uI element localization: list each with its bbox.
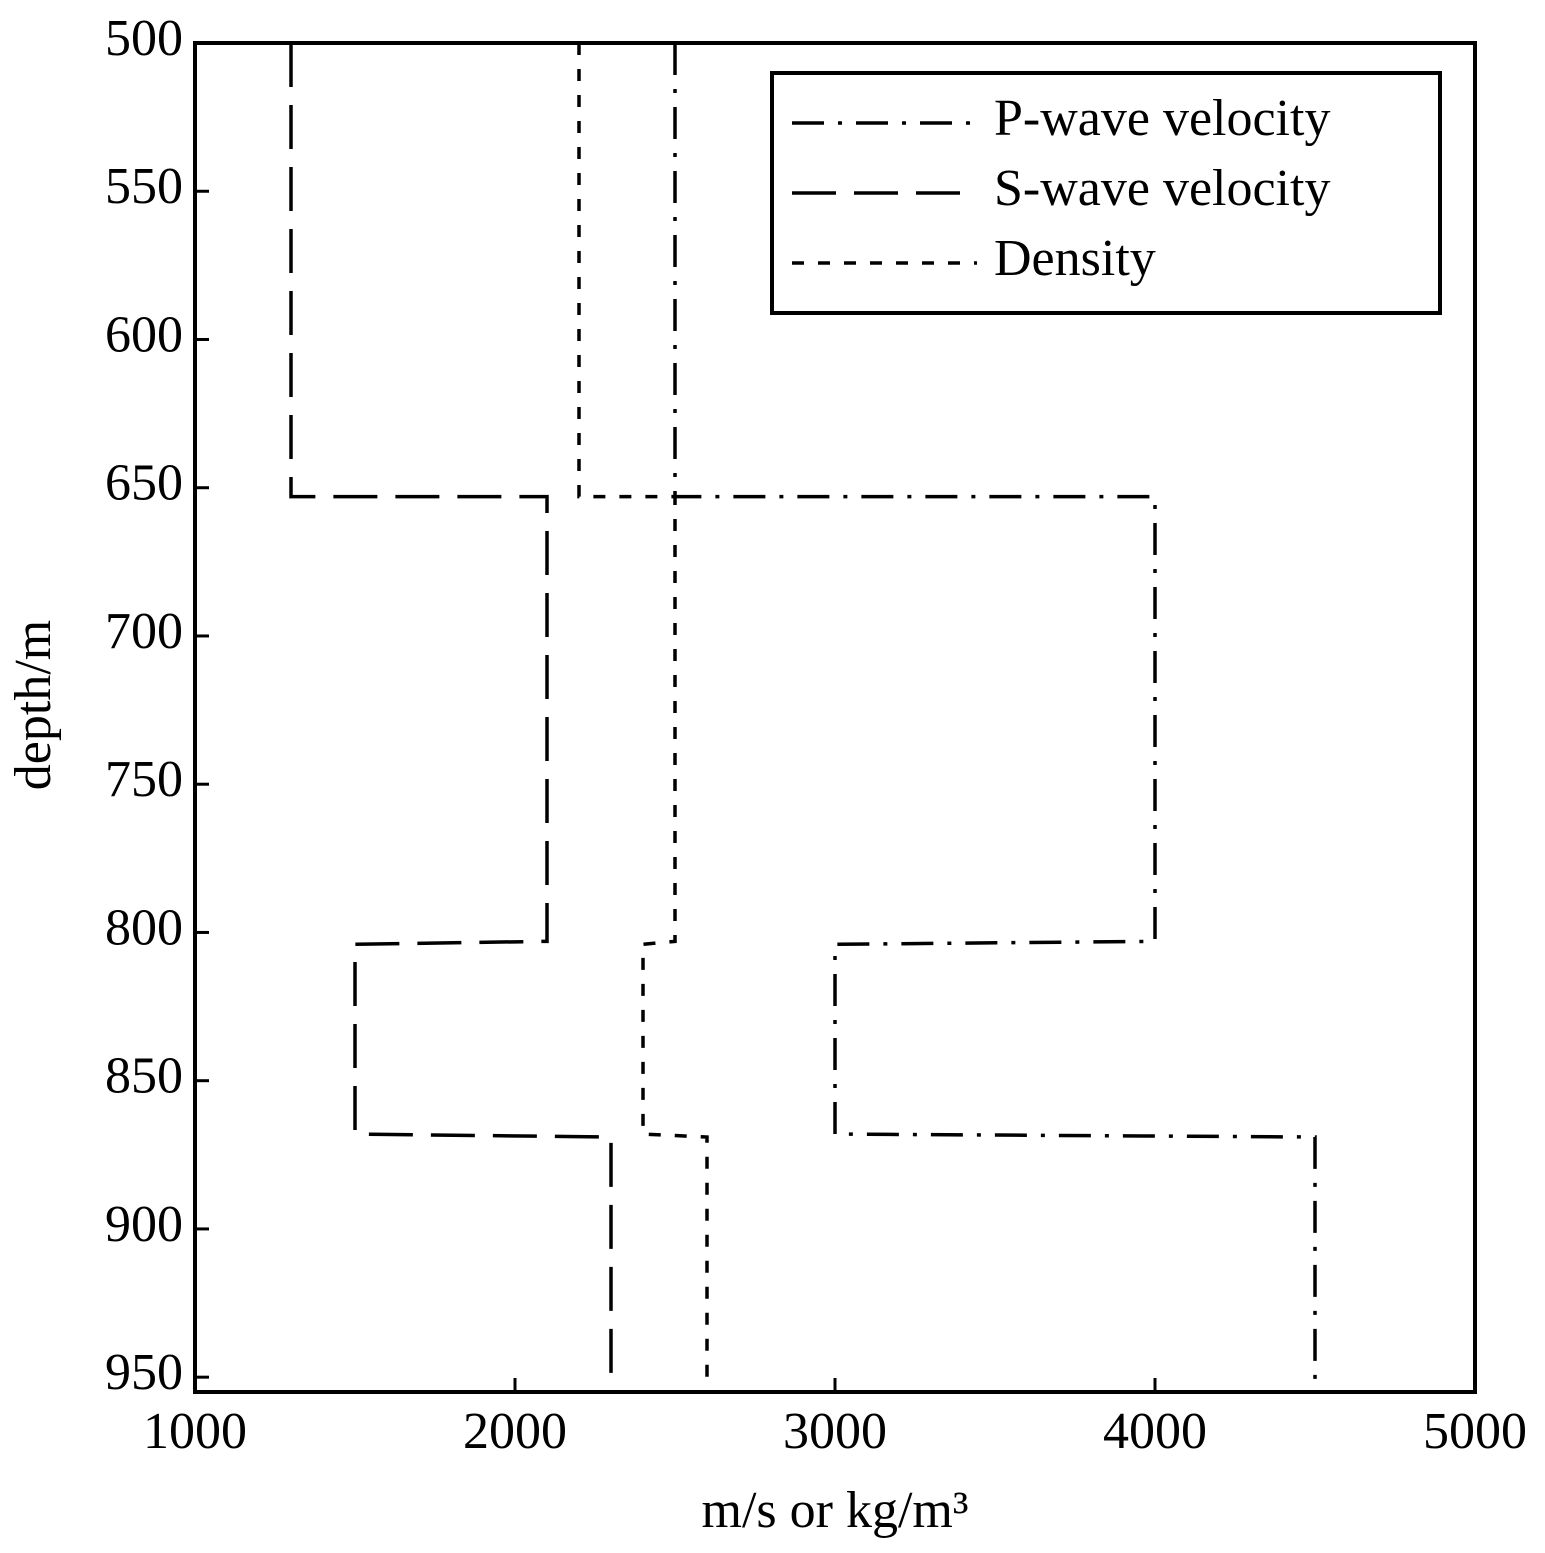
series-line <box>289 43 613 1392</box>
y-tick-label: 500 <box>105 10 183 67</box>
x-tick-label: 5000 <box>1423 1403 1527 1460</box>
y-tick-label: 700 <box>105 603 183 660</box>
y-tick-label: 850 <box>105 1048 183 1105</box>
y-axis-label: depth/m <box>5 620 62 790</box>
x-axis-label: m/s or kg/m³ <box>702 1482 969 1539</box>
x-tick-label: 4000 <box>1103 1403 1207 1460</box>
legend-label: P-wave velocity <box>994 90 1330 147</box>
plot-frame <box>193 41 1477 1394</box>
x-tick-label: 3000 <box>783 1403 887 1460</box>
legend-label: S-wave velocity <box>994 160 1330 217</box>
y-tick-label: 900 <box>105 1196 183 1253</box>
x-tick-label: 2000 <box>463 1403 567 1460</box>
y-tick-label: 600 <box>105 306 183 363</box>
y-tick-label: 650 <box>105 455 183 512</box>
y-tick-label: 750 <box>105 751 183 808</box>
series-line <box>577 43 709 1392</box>
x-tick-label: 1000 <box>143 1403 247 1460</box>
legend-label: Density <box>994 230 1156 287</box>
y-tick-label: 800 <box>105 899 183 956</box>
y-tick-label: 550 <box>105 158 183 215</box>
series-line <box>673 43 1317 1392</box>
y-tick-label: 950 <box>105 1344 183 1401</box>
